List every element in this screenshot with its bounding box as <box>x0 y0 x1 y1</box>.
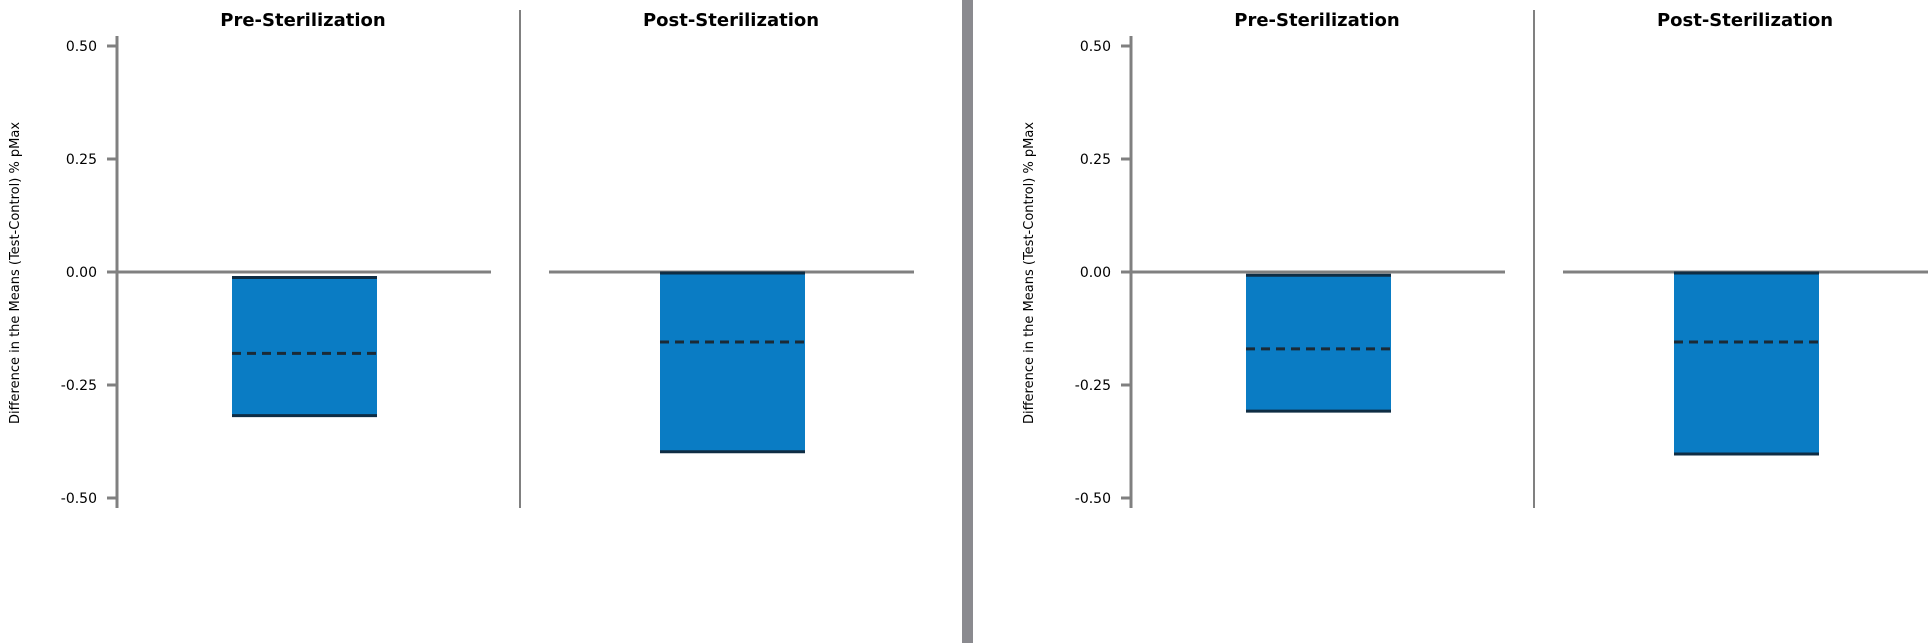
y-tick-label: 0.25 <box>1080 152 1111 168</box>
y-tick-label: 0.25 <box>66 152 97 168</box>
interval-bar <box>1246 274 1391 413</box>
y-tick-label: 0.00 <box>66 265 97 281</box>
chart-divider <box>962 0 973 643</box>
y-tick-label: -0.25 <box>61 378 97 394</box>
y-tick-label: -0.50 <box>1075 491 1111 507</box>
panel-title: Post-Sterilization <box>643 10 819 31</box>
y-axis-label: Difference in the Means (Test-Control) %… <box>8 122 23 424</box>
y-axis-label: Difference in the Means (Test-Control) %… <box>1022 122 1037 424</box>
y-tick-label: -0.25 <box>1075 378 1111 394</box>
panel-title: Pre-Sterilization <box>1234 10 1400 31</box>
interval-bar <box>660 272 805 453</box>
panel-title: Post-Sterilization <box>1657 10 1833 31</box>
interval-bar <box>232 276 377 417</box>
y-tick-label: 0.00 <box>1080 265 1111 281</box>
panel-title: Pre-Sterilization <box>220 10 386 31</box>
interval-bar <box>1674 272 1819 456</box>
y-tick-label: 0.50 <box>1080 39 1111 55</box>
y-tick-label: 0.50 <box>66 39 97 55</box>
y-tick-label: -0.50 <box>61 491 97 507</box>
